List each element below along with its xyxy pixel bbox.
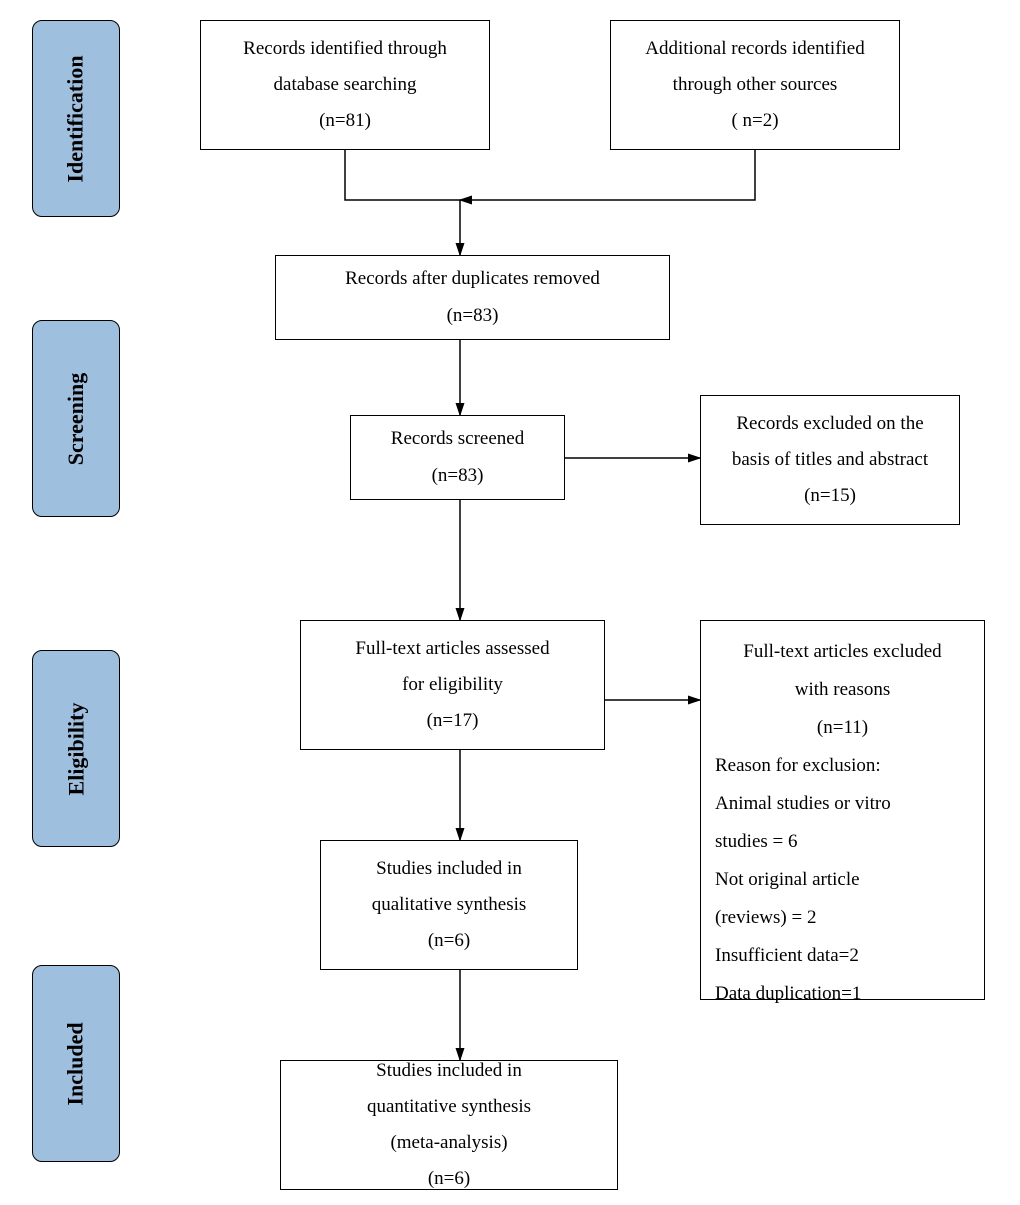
box-line: Records identified through <box>243 31 447 67</box>
box-line: database searching <box>274 67 417 103</box>
stage-label: Identification <box>63 55 89 182</box>
box-line: (n=6) <box>428 1161 470 1197</box>
stage-label: Screening <box>63 372 89 464</box>
box-line: Records excluded on the <box>736 406 923 442</box>
box-line: Full-text articles excluded <box>743 633 941 671</box>
arrow-db-merge <box>345 150 460 255</box>
box-line: Not original article <box>715 861 860 899</box>
box-line: Animal studies or vitro <box>715 785 891 823</box>
box-line: basis of titles and abstract <box>732 442 928 478</box>
box-fulltext-assessed: Full-text articles assessed for eligibil… <box>300 620 605 750</box>
stage-screening: Screening <box>32 320 120 517</box>
arrow-other-merge <box>460 150 755 200</box>
stage-label: Included <box>63 1022 89 1105</box>
box-line: Full-text articles assessed <box>355 631 549 667</box>
stage-label: Eligibility <box>63 702 89 795</box>
box-line: (n=15) <box>804 478 856 514</box>
stage-included: Included <box>32 965 120 1162</box>
stage-eligibility: Eligibility <box>32 650 120 847</box>
box-line: Reason for exclusion: <box>715 747 881 785</box>
box-line: (n=81) <box>319 103 371 139</box>
box-line: Data duplication=1 <box>715 975 861 1013</box>
box-line: (n=11) <box>743 709 941 747</box>
box-line: quantitative synthesis <box>367 1089 531 1125</box>
box-fulltext-excluded: Full-text articles excluded with reasons… <box>700 620 985 1000</box>
box-line: (n=83) <box>432 458 484 494</box>
box-database-search: Records identified through database sear… <box>200 20 490 150</box>
box-line: with reasons <box>743 671 941 709</box>
box-quantitative: Studies included in quantitative synthes… <box>280 1060 618 1190</box>
box-line: Insufficient data=2 <box>715 937 859 975</box>
stage-identification: Identification <box>32 20 120 217</box>
box-line: studies = 6 <box>715 823 798 861</box>
box-line: (meta-analysis) <box>390 1125 507 1161</box>
box-line: for eligibility <box>402 667 503 703</box>
box-line: (n=17) <box>427 703 479 739</box>
box-line: (n=6) <box>428 923 470 959</box>
box-line: through other sources <box>673 67 838 103</box>
box-line: Studies included in <box>376 851 522 887</box>
box-duplicates-removed: Records after duplicates removed (n=83) <box>275 255 670 340</box>
box-line: (reviews) = 2 <box>715 899 816 937</box>
box-line: qualitative synthesis <box>372 887 527 923</box>
box-records-screened: Records screened (n=83) <box>350 415 565 500</box>
box-line: Studies included in <box>376 1053 522 1089</box>
box-records-excluded: Records excluded on the basis of titles … <box>700 395 960 525</box>
box-line: Records screened <box>391 421 524 457</box>
box-line: Additional records identified <box>645 31 865 67</box>
box-other-sources: Additional records identified through ot… <box>610 20 900 150</box>
box-line: Records after duplicates removed <box>345 261 600 297</box>
box-qualitative: Studies included in qualitative synthesi… <box>320 840 578 970</box>
box-line: (n=83) <box>447 298 499 334</box>
box-line: ( n=2) <box>731 103 778 139</box>
